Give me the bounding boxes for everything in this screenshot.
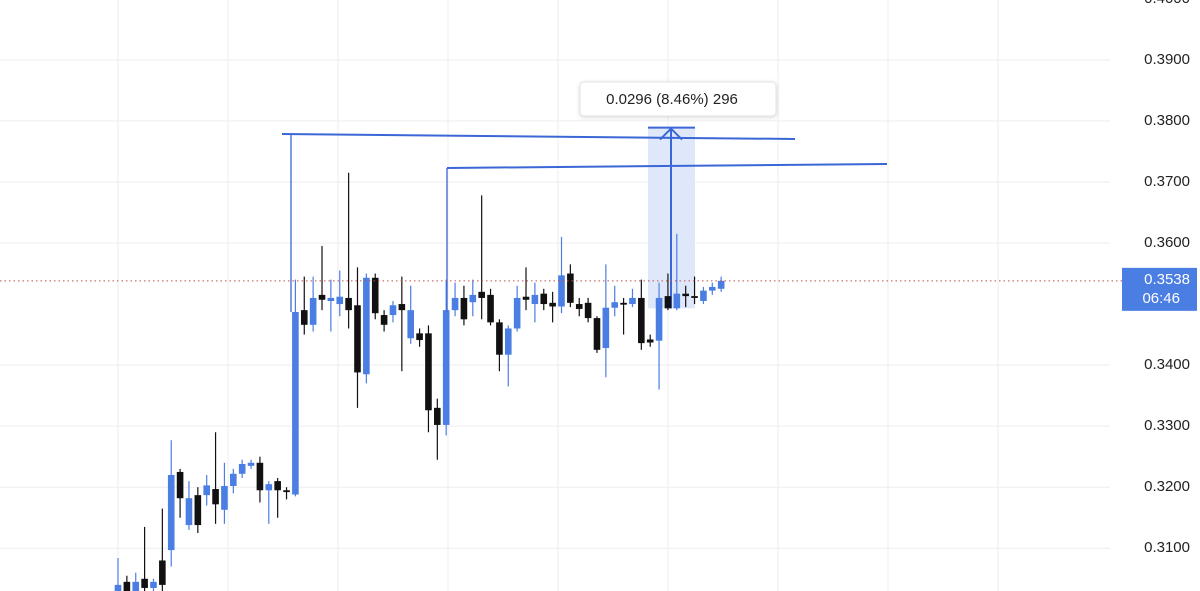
y-tick-label: 0.3200	[1144, 478, 1190, 495]
candle-body	[504, 328, 512, 355]
candle-body	[416, 333, 423, 341]
candle-body	[167, 474, 175, 551]
candle-body	[434, 407, 441, 425]
candle-body	[203, 485, 210, 496]
candle-body	[584, 302, 592, 319]
candle-body	[371, 277, 379, 314]
candle-body	[389, 305, 397, 316]
candle-body	[363, 277, 370, 375]
candle-body	[141, 578, 148, 588]
candle-body	[708, 286, 716, 291]
candle-body	[629, 297, 636, 305]
candle-body	[691, 296, 698, 298]
candle-body	[345, 297, 352, 311]
candle-body	[354, 305, 361, 373]
candle-body	[522, 296, 530, 300]
vertical-grid	[117, 0, 999, 591]
candle-body	[487, 294, 494, 323]
y-tick-label: 0.3800	[1144, 112, 1190, 129]
candle-body	[292, 311, 299, 495]
candle-body	[451, 297, 459, 311]
price-axis: 0.3100 0.3200 0.3300 0.3400 0.3600 0.3700 0.38…	[1144, 0, 1190, 556]
candle-body	[238, 464, 246, 474]
candle-body	[513, 297, 521, 329]
candle-body	[159, 560, 166, 585]
candle-body	[655, 297, 663, 341]
candle-body	[318, 294, 326, 300]
candle-body	[425, 333, 432, 411]
candle-body	[132, 581, 140, 591]
candle-body	[620, 302, 627, 305]
candle-body	[664, 296, 672, 309]
candle-body	[274, 481, 281, 491]
candle-body	[558, 275, 565, 307]
candle-body	[460, 297, 468, 320]
candle-body	[327, 297, 335, 301]
candle-body	[185, 498, 193, 526]
candle-body	[212, 489, 219, 505]
candle-body	[682, 293, 689, 297]
candle-body	[638, 297, 645, 344]
candle-body	[673, 293, 681, 309]
candle-body	[540, 293, 548, 305]
measure-label: 0.0296 (8.46%) 296	[606, 91, 738, 108]
candle-body	[336, 296, 344, 305]
candle-body	[265, 484, 273, 491]
y-tick-label: 0.3300	[1144, 417, 1190, 434]
candle-body	[478, 291, 485, 298]
y-tick-label: 0.3900	[1144, 51, 1190, 68]
candle-body	[230, 473, 237, 486]
candle-body	[442, 310, 450, 425]
candle-body	[221, 485, 228, 510]
countdown-label: 06:46	[1142, 290, 1180, 307]
measure-arrow-head	[659, 127, 683, 141]
candle-body	[176, 471, 184, 499]
candle-body	[309, 297, 317, 325]
measure-tool: 0.0296 (8.46%) 296	[579, 81, 777, 309]
y-tick-label: 0.3700	[1144, 173, 1190, 190]
candle-body	[646, 339, 654, 343]
candle-body	[602, 307, 610, 349]
candle-body	[283, 490, 290, 493]
candle-body	[549, 302, 556, 307]
y-tick-label: 0.3400	[1144, 356, 1190, 373]
candle-body	[380, 315, 388, 325]
candle-body	[611, 302, 619, 308]
candle-body	[256, 462, 264, 491]
candle-body	[150, 581, 157, 588]
candle-body	[575, 304, 583, 309]
candle-body	[194, 495, 202, 526]
candle-body	[300, 310, 308, 325]
horizontal-grid	[0, 59, 1110, 549]
candle-body	[496, 322, 503, 355]
candle-body	[407, 310, 415, 339]
candle-body	[593, 318, 601, 350]
candle-body	[531, 294, 539, 305]
y-tick-label: 0.3100	[1144, 539, 1190, 556]
measure-label-box	[579, 81, 777, 117]
last-price-box	[1122, 267, 1197, 311]
candle-body	[700, 290, 707, 301]
candle-body	[123, 581, 131, 591]
candle-body	[717, 280, 725, 289]
candles	[114, 172, 725, 591]
last-price-label: 0.3538	[1144, 271, 1190, 288]
trend-lines	[281, 133, 888, 312]
candle-body	[398, 304, 406, 311]
candle-body	[114, 584, 122, 591]
candle-body	[567, 273, 574, 303]
candle-body	[247, 462, 255, 466]
y-tick-label: 0.3600	[1144, 234, 1190, 251]
candle-body	[469, 294, 477, 303]
